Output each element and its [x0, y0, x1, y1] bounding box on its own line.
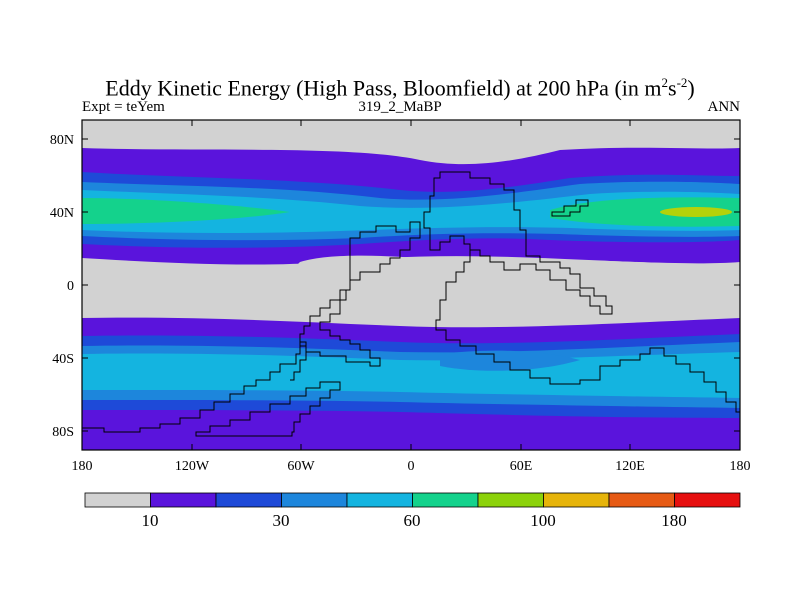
colorbar-label-30: 30 [273, 511, 290, 530]
ytick-80s: 80S [52, 425, 74, 440]
ytick-40n: 40N [50, 206, 74, 221]
xtick-120w: 120W [175, 459, 210, 474]
continent-south-inner [195, 381, 341, 437]
run-label: 319_2_MaBP [358, 99, 442, 115]
xtick-180w: 180 [72, 459, 93, 474]
colorbar-box-5 [346, 492, 413, 508]
colorbar-label-180: 180 [661, 511, 687, 530]
experiment-label: Expt = teYem [82, 99, 165, 115]
nh-max-core [660, 207, 732, 217]
colorbar [84, 492, 741, 508]
ytick-80n: 80N [50, 133, 74, 148]
colorbar-label-10: 10 [142, 511, 159, 530]
xtick-120e: 120E [615, 459, 645, 474]
xtick-60e: 60E [510, 459, 533, 474]
ytick-0: 0 [67, 279, 74, 294]
season-label: ANN [707, 99, 741, 115]
xtick-60w: 60W [287, 459, 315, 474]
sh-midblue-inner [440, 350, 580, 371]
xtick-0: 0 [408, 459, 415, 474]
colorbar-box-8 [543, 492, 610, 508]
nh-green-pacific [550, 197, 740, 227]
colorbar-box-6 [412, 492, 479, 508]
ytick-40s: 40S [52, 352, 74, 367]
colorbar-label-60: 60 [404, 511, 421, 530]
colorbar-box-4 [281, 492, 348, 508]
colorbar-box-1 [84, 492, 151, 508]
y-axis [82, 138, 740, 432]
continent-central [435, 250, 740, 413]
tropics-low-eke [289, 255, 740, 321]
colorbar-box-3 [215, 492, 282, 508]
colorbar-box-7 [477, 492, 544, 508]
colorbar-label-100: 100 [530, 511, 556, 530]
colorbar-box-9 [608, 492, 675, 508]
continent-outlines [82, 171, 740, 437]
continent-south [82, 341, 307, 433]
colorbar-box-2 [150, 492, 217, 508]
plot-title: Eddy Kinetic Energy (High Pass, Bloomfie… [105, 75, 695, 101]
x-axis [81, 120, 741, 450]
xtick-180e: 180 [730, 459, 751, 474]
colorbar-box-10 [674, 492, 741, 508]
map-panel [81, 119, 741, 451]
sh-purple-south-tip [82, 424, 290, 438]
nh-green-atlantic [82, 198, 290, 224]
continent-north [423, 171, 613, 315]
tropics-edge [82, 265, 96, 272]
island-pacific [551, 199, 589, 217]
continent-west [299, 221, 421, 367]
